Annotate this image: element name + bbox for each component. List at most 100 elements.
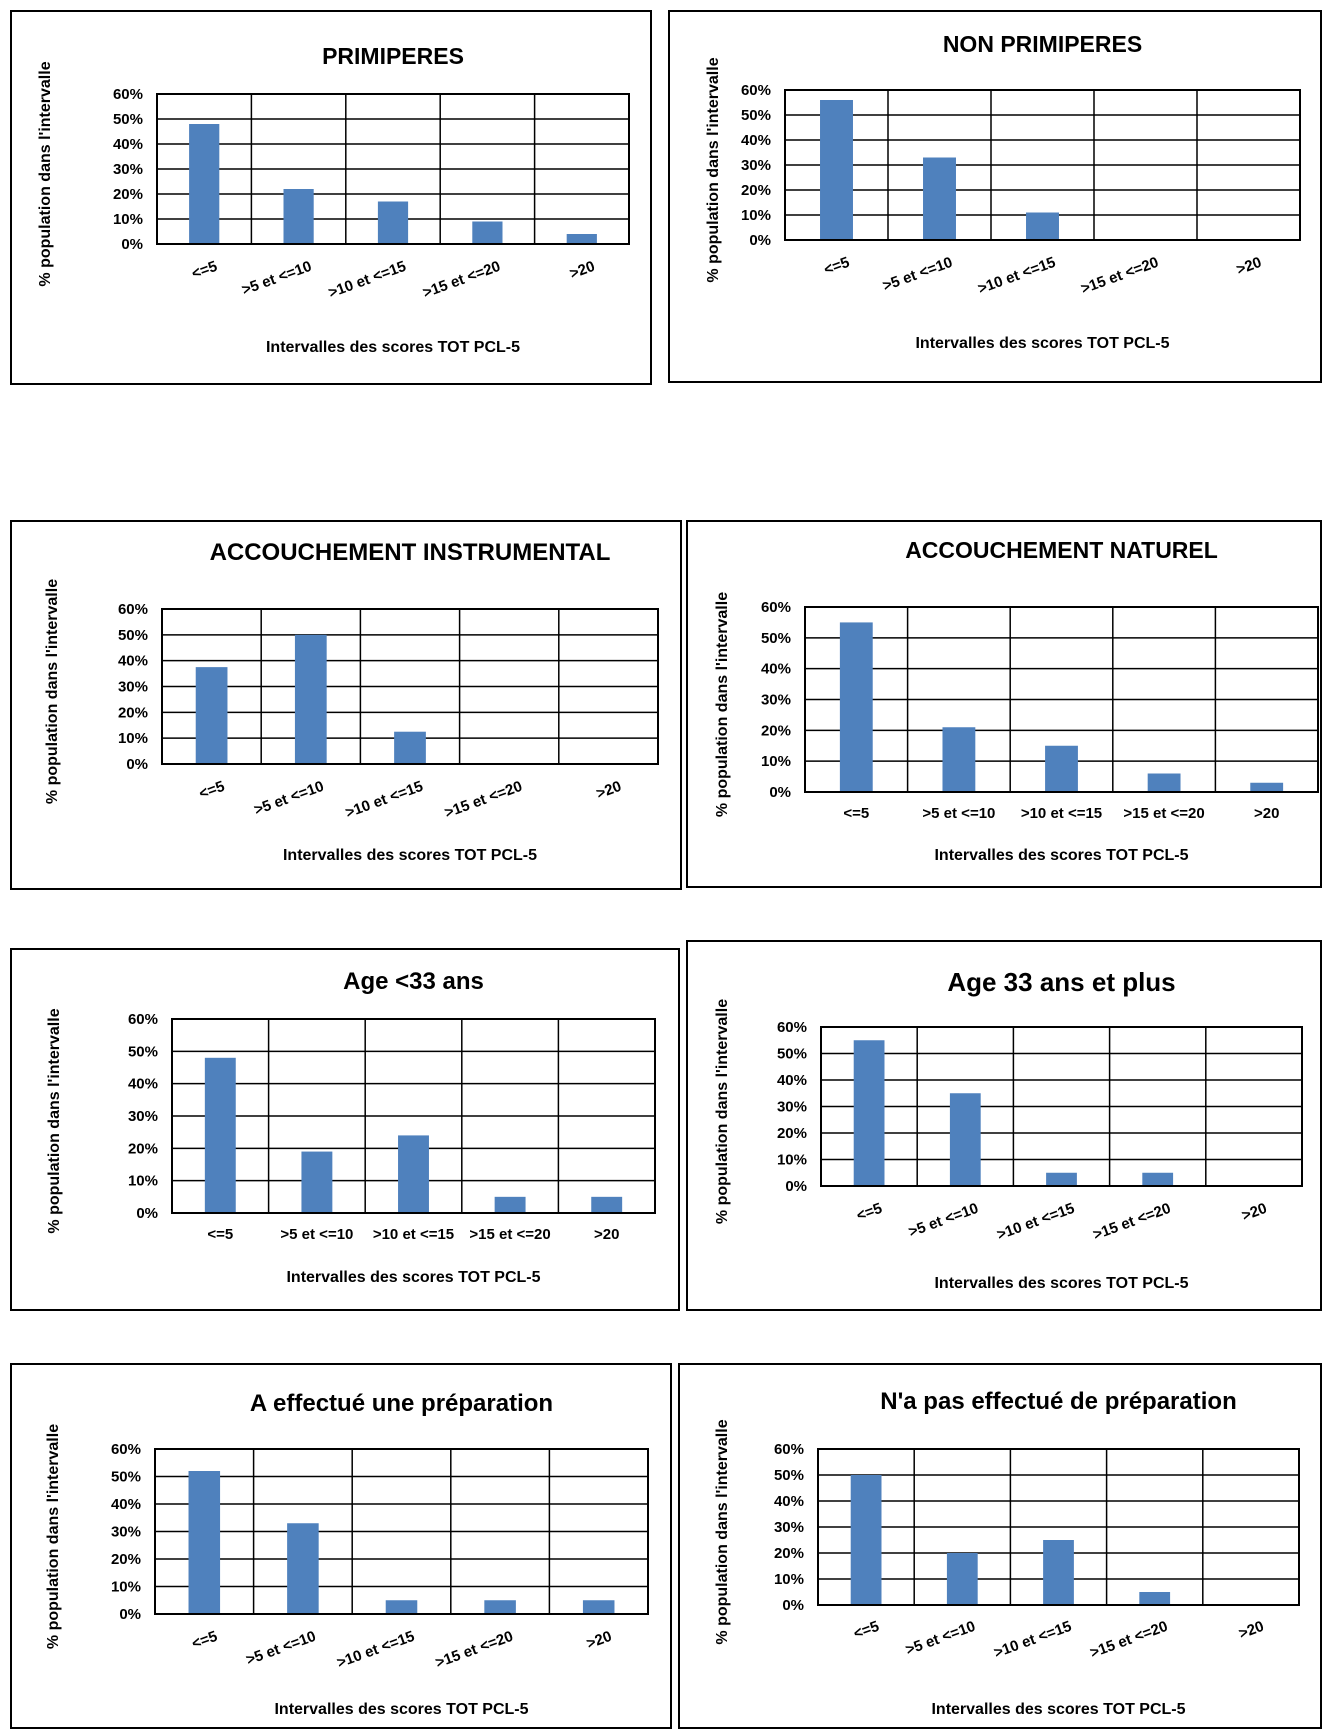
y-tick-label: 20% [761,722,791,739]
x-tick-label: >10 et <=15 [343,778,425,822]
x-tick-label: >15 et <=20 [421,258,503,302]
bar [472,221,503,244]
chart-title: Age <33 ans [343,968,484,995]
y-tick-label: 10% [111,1579,141,1596]
plot-frame [820,1026,1303,1187]
y-tick-label: 10% [741,207,771,224]
x-tick-label: >15 et <=20 [1088,1618,1170,1662]
chart-panel: Age <33 ans 0% 10% 20% 30% 40% 50% 60% <=5 >5 et … [10,948,680,1311]
x-axis-label: Intervalles des scores TOT PCL-5 [934,1275,1188,1292]
y-axis-label: % population dans l'intervalle [46,1008,63,1233]
x-tick-label: >10 et <=15 [976,254,1058,298]
plot-frame [171,1018,656,1214]
y-tick-label: 50% [113,111,143,128]
y-axis-label: % population dans l'intervalle [714,999,731,1224]
x-tick-label: >10 et <=15 [995,1200,1077,1244]
bar-chart: ACCOUCHEMENT NATUREL 0% 10% 20% 30% 40% 50% 60%… [714,537,1319,864]
y-axis-label: % population dans l'intervalle [705,57,722,282]
chart-panel: ACCOUCHEMENT NATUREL 0% 10% 20% 30% 40% 50% 60%… [686,520,1322,888]
x-tick-label: <=5 [190,1628,220,1653]
y-tick-label: 0% [769,784,791,801]
bar [1026,212,1059,240]
x-tick-label: >20 [1240,1200,1270,1225]
x-axis-label: Intervalles des scores TOT PCL-5 [915,335,1169,352]
y-tick-label: 10% [761,753,791,770]
x-tick-label: >15 et <=20 [1079,254,1161,298]
bar [188,1471,221,1614]
x-axis-label: Intervalles des scores TOT PCL-5 [934,847,1188,864]
x-tick-label: >5 et <=10 [903,1618,977,1659]
bar [398,1135,429,1213]
bar [189,124,220,244]
y-tick-label: 0% [126,756,148,773]
x-tick-label: >20 [567,258,597,283]
bar [820,100,853,240]
x-tick-label: >10 et <=15 [326,258,408,302]
plot-frame [804,606,1319,793]
chart-title: ACCOUCHEMENT INSTRUMENTAL [210,539,611,566]
y-tick-label: 30% [774,1519,804,1536]
y-tick-label: 0% [785,1178,807,1195]
y-tick-label: 40% [761,661,791,678]
y-tick-label: 0% [782,1597,804,1614]
y-tick-label: 40% [113,136,143,153]
x-tick-label: <=5 [189,258,219,283]
bar [1139,1592,1171,1605]
y-tick-label: 10% [118,730,148,747]
bar [853,1040,885,1186]
x-tick-label: >10 et <=15 [335,1628,417,1672]
chart-panel: ACCOUCHEMENT INSTRUMENTAL 0% 10% 20% 30% 40% 5… [10,520,682,890]
y-tick-label: 40% [774,1493,804,1510]
y-tick-label: 20% [777,1125,807,1142]
x-tick-label: >15 et <=20 [433,1628,515,1672]
bar [377,201,409,244]
y-axis-label: % population dans l'intervalle [714,592,731,817]
plot-frame [154,1448,649,1615]
bar-chart: PRIMIPERES 0% 10% 20% 30% 40% 50% 60% <=5 >5 et <… [37,43,630,356]
y-tick-label: 30% [113,161,143,178]
chart-panel: Age 33 ans et plus 0% 10% 20% 30% 40% 50% 60% <=… [686,940,1322,1311]
y-tick-label: 60% [111,1441,141,1458]
x-tick-label: <=5 [207,1226,233,1243]
bar [850,1475,882,1605]
bar [949,1093,981,1186]
y-tick-label: 20% [118,704,148,721]
x-tick-label: >5 et <=10 [252,778,326,819]
chart-panel: PRIMIPERES 0% 10% 20% 30% 40% 50% 60% <=5 >5 et <… [10,10,652,385]
x-tick-label: <=5 [197,778,227,803]
bar [1142,1172,1174,1186]
x-tick-label: <=5 [843,805,869,822]
bar-chart: Age 33 ans et plus 0% 10% 20% 30% 40% 50% 60% <=… [714,967,1303,1292]
chart-title: PRIMIPERES [322,43,464,69]
bar-chart: ACCOUCHEMENT INSTRUMENTAL 0% 10% 20% 30% 40% 5… [44,539,659,864]
y-axis-label: % population dans l'intervalle [37,61,54,286]
x-tick-label: >5 et <=10 [240,258,314,299]
bar [1250,782,1284,792]
y-tick-label: 50% [777,1046,807,1063]
chart-title: A effectué une préparation [250,1390,553,1417]
bar [923,157,956,240]
y-tick-label: 30% [777,1099,807,1116]
y-tick-label: 30% [761,692,791,709]
y-tick-label: 0% [121,236,143,253]
y-tick-label: 10% [774,1571,804,1588]
chart-title: Age 33 ans et plus [947,967,1175,997]
y-tick-label: 60% [118,601,148,618]
x-tick-label: >20 [1234,254,1264,279]
y-tick-label: 10% [113,211,143,228]
plot-frame [161,608,659,765]
bar-chart: NON PRIMIPERES 0% 10% 20% 30% 40% 50% 60% <=5 >5 … [705,31,1301,352]
x-tick-label: >15 et <=20 [442,778,524,822]
x-tick-label: >20 [1237,1618,1267,1643]
chart-title: N'a pas effectué de préparation [880,1388,1236,1415]
y-tick-label: 40% [118,653,148,670]
y-tick-label: 30% [128,1108,158,1125]
x-tick-label: <=5 [851,1618,881,1643]
y-tick-label: 30% [741,157,771,174]
chart-title: NON PRIMIPERES [943,31,1142,57]
x-axis-label: Intervalles des scores TOT PCL-5 [931,1701,1185,1718]
x-axis-label: Intervalles des scores TOT PCL-5 [274,1701,528,1718]
bar [204,1057,236,1213]
bar [1046,1172,1077,1186]
x-tick-label: >15 et <=20 [1123,805,1204,822]
